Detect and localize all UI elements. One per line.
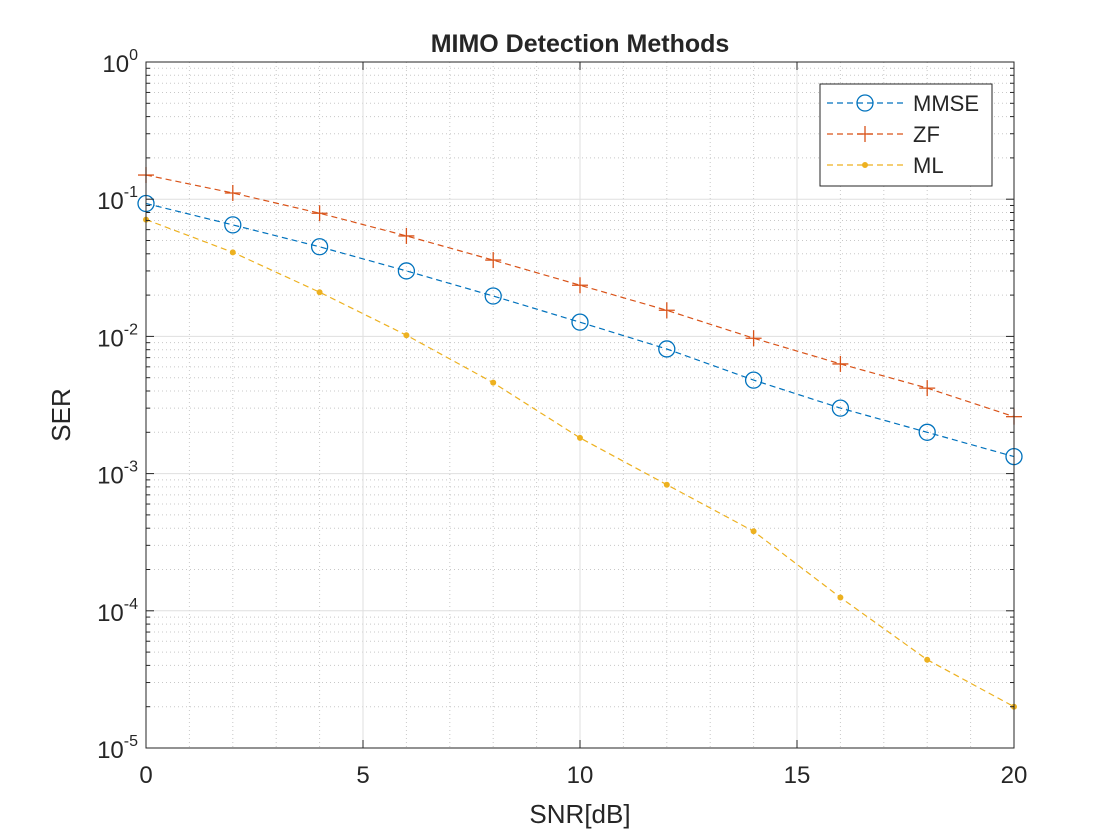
series-zf <box>138 167 1022 425</box>
data-point-zf <box>832 355 849 372</box>
data-point-zf <box>919 380 936 397</box>
data-point-zf <box>311 205 328 222</box>
legend-marker-zf <box>857 126 873 142</box>
data-point-mmse <box>918 423 936 441</box>
series-layer <box>137 167 1023 710</box>
data-point-zf <box>745 330 762 347</box>
minor-grid <box>146 62 1014 748</box>
legend: MMSE ZF ML <box>819 83 993 187</box>
data-point-zf <box>572 277 588 294</box>
series-line-mmse <box>145 202 1015 458</box>
legend-entry-zf: ZF <box>827 122 940 147</box>
data-point-mmse <box>658 340 676 358</box>
x-tick-label: 20 <box>1001 762 1028 789</box>
data-point-mmse <box>484 287 502 305</box>
legend-box <box>819 83 993 187</box>
data-point-zf <box>224 184 241 201</box>
data-point-mmse <box>744 371 763 389</box>
data-point-zf <box>658 302 675 319</box>
legend-marker-mmse <box>856 94 874 112</box>
y-axis-label: SER <box>46 388 76 441</box>
x-tick-label: 5 <box>356 762 369 789</box>
data-point-zf <box>398 227 415 244</box>
legend-label-mmse: MMSE <box>913 91 979 116</box>
y-tick-label: 10-3 <box>97 459 138 490</box>
x-tick-labels: 0 5 10 15 20 <box>139 762 1027 789</box>
legend-marker-ml <box>862 162 868 168</box>
data-point-ml <box>750 528 757 535</box>
data-point-ml <box>490 379 497 386</box>
data-point-mmse <box>310 238 329 256</box>
data-point-ml <box>229 249 236 256</box>
legend-entry-mmse: MMSE <box>827 91 979 116</box>
data-point-mmse <box>397 262 416 280</box>
series-mmse <box>137 194 1023 466</box>
data-point-mmse <box>224 216 242 234</box>
data-point-mmse <box>831 399 850 417</box>
legend-entry-ml: ML <box>827 153 944 178</box>
legend-label-ml: ML <box>913 153 944 178</box>
x-tick-label: 10 <box>567 762 594 789</box>
data-point-ml <box>577 434 583 441</box>
chart-title: MIMO Detection Methods <box>431 30 730 58</box>
data-point-ml <box>316 289 323 296</box>
data-point-ml <box>403 332 410 339</box>
data-point-ml <box>924 656 931 663</box>
data-point-zf <box>485 252 502 269</box>
x-tick-label: 15 <box>784 762 811 789</box>
y-tick-label: 10-1 <box>97 184 138 215</box>
data-point-ml <box>663 481 670 488</box>
data-point-ml <box>837 594 844 601</box>
series-line-zf <box>145 174 1015 418</box>
x-axis-label: SNR[dB] <box>529 799 630 829</box>
x-tick-label: 0 <box>139 762 152 789</box>
axis-ticks <box>145 61 1015 749</box>
legend-label-zf: ZF <box>913 122 940 147</box>
data-point-mmse <box>571 313 589 331</box>
y-tick-label: 100 <box>102 47 138 78</box>
